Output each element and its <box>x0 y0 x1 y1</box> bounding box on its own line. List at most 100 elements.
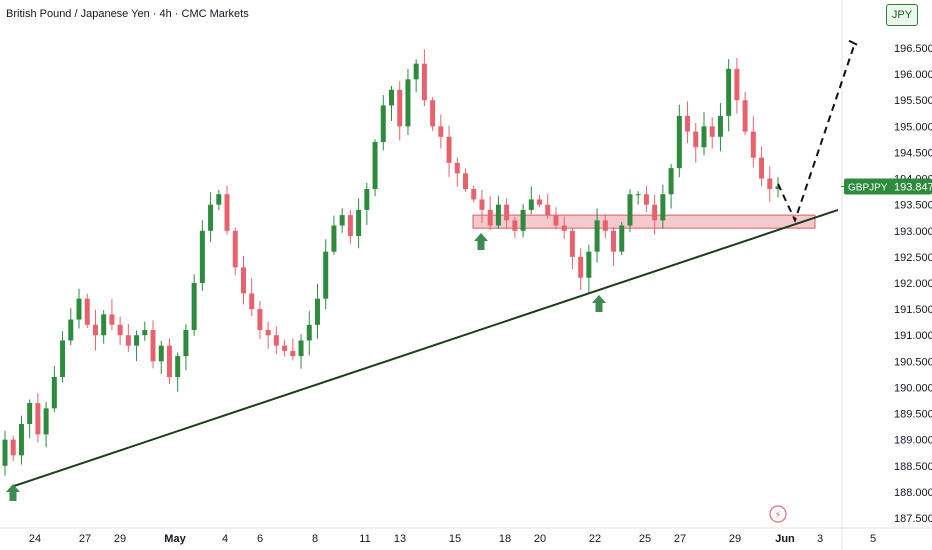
candle-body <box>602 220 608 231</box>
candle-body <box>726 68 732 116</box>
candle-body <box>537 199 543 205</box>
candle-body <box>224 194 230 231</box>
candle-body <box>454 162 460 174</box>
y-tick-label: 191.500 <box>894 304 932 316</box>
candle-body <box>183 330 189 357</box>
candle-body <box>512 220 518 231</box>
candle-body <box>199 230 205 283</box>
candle-body <box>734 68 740 101</box>
y-tick-label: 191.000 <box>894 330 932 342</box>
candle-body <box>569 230 575 257</box>
candle-body <box>109 314 115 325</box>
candle-body <box>208 204 214 231</box>
y-tick-label: 190.000 <box>894 382 932 394</box>
candle-body <box>191 283 197 330</box>
currency-button[interactable]: JPY <box>886 4 918 26</box>
x-tick-label: 4 <box>222 533 228 545</box>
candle-body <box>117 324 123 336</box>
price-label-symbol: GBPJPY <box>848 183 888 194</box>
y-tick-label: 189.000 <box>894 435 932 447</box>
candle-body <box>471 189 477 200</box>
candle-body <box>10 439 16 456</box>
y-tick-label: 196.500 <box>894 43 932 55</box>
candle-body <box>282 345 288 351</box>
candle-body <box>27 403 33 424</box>
candle-body <box>68 319 74 341</box>
y-tick-label: 194.500 <box>894 147 932 159</box>
candle-body <box>216 194 222 205</box>
candle-body <box>693 131 699 148</box>
candle-body <box>134 335 140 346</box>
candle-body <box>685 115 691 132</box>
candle-body <box>84 298 90 325</box>
x-tick-label: May <box>164 533 186 545</box>
candle-body <box>463 173 469 189</box>
x-tick-label: 20 <box>534 533 546 545</box>
candle-body <box>594 220 600 252</box>
x-tick-label: 22 <box>589 533 601 545</box>
support-zone[interactable] <box>472 214 816 229</box>
candle-body <box>619 225 625 252</box>
x-tick-label: 15 <box>449 533 461 545</box>
x-tick-label: 11 <box>359 533 370 545</box>
price-label-value: 193.847 <box>894 182 932 194</box>
candle-body <box>586 251 592 278</box>
candle-body <box>306 324 312 341</box>
x-tick-label: 8 <box>312 533 318 545</box>
candle-body <box>389 89 394 106</box>
x-tick-label: 18 <box>499 533 511 545</box>
trendline[interactable] <box>11 208 839 488</box>
candle-body <box>347 215 353 236</box>
y-tick-label: 187.500 <box>894 513 932 525</box>
candle-body <box>166 345 172 377</box>
candle-body <box>331 225 337 252</box>
x-tick-label: 27 <box>79 533 91 545</box>
candle-body <box>495 204 501 226</box>
candle-body <box>528 199 534 210</box>
candle-body <box>314 298 320 325</box>
x-tick-label: 24 <box>29 533 41 545</box>
x-tick-label: 13 <box>394 533 406 545</box>
x-tick-label: 29 <box>114 533 126 545</box>
candle-body <box>767 178 773 189</box>
y-tick-label: 195.500 <box>894 95 932 107</box>
candle-body <box>717 115 723 137</box>
candle-body <box>43 408 49 435</box>
candle-body <box>545 204 551 216</box>
event-marker[interactable] <box>769 505 787 523</box>
candle-body <box>446 136 452 163</box>
candle-body <box>561 225 567 231</box>
up-arrow-icon <box>474 233 488 250</box>
candle-body <box>257 309 263 330</box>
candle-body <box>397 89 403 127</box>
candle-body <box>643 194 649 205</box>
candle-body <box>668 168 674 195</box>
candle-body <box>125 335 131 346</box>
candle-body <box>660 194 666 221</box>
candle-body <box>101 314 107 336</box>
candle-body <box>249 293 255 310</box>
candle-body <box>364 189 370 210</box>
y-tick-label: 196.000 <box>894 69 932 81</box>
candle-body <box>479 199 485 210</box>
price-label-box <box>844 178 932 195</box>
y-tick-label: 190.500 <box>894 356 932 368</box>
y-tick-label: 193.500 <box>894 200 932 212</box>
projection-path[interactable] <box>777 42 856 224</box>
up-arrow-icon <box>6 484 20 501</box>
x-tick-label: 3 <box>817 533 823 545</box>
candle-body <box>2 439 8 466</box>
candle-body <box>750 131 756 158</box>
candle-body <box>627 194 633 226</box>
candle-body <box>759 157 765 179</box>
candle-body <box>323 251 329 299</box>
y-tick-label: 188.500 <box>894 461 932 473</box>
y-tick-label: 193.000 <box>894 226 932 238</box>
candle-body <box>265 330 271 336</box>
candle-body <box>578 256 584 278</box>
candle-body <box>35 403 41 435</box>
candle-body <box>742 100 748 132</box>
projection-arrow-tip <box>848 39 858 46</box>
candle-body <box>635 194 641 196</box>
